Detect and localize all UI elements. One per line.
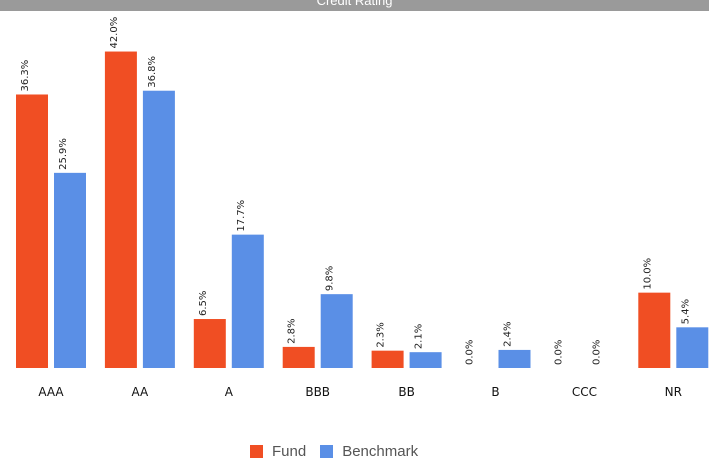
category-label-ccc: CCC (572, 385, 597, 399)
bar-benchmark-bb[interactable] (409, 352, 442, 368)
category-label-a: A (225, 385, 234, 399)
data-label-fund-a: 6.5% (198, 291, 209, 316)
legend-item-fund[interactable]: Fund (250, 443, 306, 460)
bar-benchmark-bbb[interactable] (320, 294, 353, 368)
legend-item-benchmark[interactable]: Benchmark (320, 443, 418, 460)
data-label-fund-b: 0.0% (465, 340, 476, 365)
data-label-fund-ccc: 0.0% (553, 340, 564, 365)
category-label-aa: AA (132, 385, 150, 399)
data-label-benchmark-b: 2.4% (503, 322, 514, 347)
data-label-benchmark-a: 17.7% (236, 200, 247, 232)
data-label-benchmark-bb: 2.1% (414, 324, 425, 349)
legend-label-benchmark: Benchmark (342, 442, 419, 460)
bar-benchmark-aaa[interactable] (54, 172, 86, 368)
bar-fund-a[interactable] (193, 319, 226, 368)
bar-fund-nr[interactable] (638, 292, 671, 368)
data-label-benchmark-aaa: 25.9% (58, 138, 69, 170)
legend-swatch-fund (250, 444, 263, 458)
chart-legend: Fund Benchmark (250, 440, 432, 462)
category-label-b: B (491, 385, 499, 399)
bar-benchmark-b[interactable] (498, 349, 531, 368)
bar-fund-aa[interactable] (104, 51, 137, 369)
data-label-fund-nr: 10.0% (642, 258, 653, 290)
category-label-bbb: BBB (305, 385, 330, 399)
data-label-fund-aaa: 36.3% (20, 60, 31, 92)
category-label-aaa: AAA (38, 385, 64, 399)
data-label-fund-bbb: 2.8% (287, 318, 298, 343)
bar-benchmark-a[interactable] (231, 234, 264, 368)
data-label-benchmark-aa: 36.8% (147, 56, 158, 88)
data-label-fund-bb: 2.3% (376, 322, 387, 347)
bar-benchmark-aa[interactable] (142, 90, 175, 368)
category-label-nr: NR (665, 385, 682, 399)
bar-fund-bbb[interactable] (282, 346, 315, 368)
legend-label-fund: Fund (272, 442, 307, 460)
bar-benchmark-nr[interactable] (676, 327, 709, 368)
chart-title: Credit Rating (316, 0, 393, 8)
bar-fund-aaa[interactable] (16, 94, 48, 369)
bar-chart: 36.3% 25.9% AAA 42.0% 36.8% AA 6.5% 17.7% A 2.8% 9… (16, 17, 709, 399)
chart-header-bar: Credit Rating (0, 0, 709, 11)
category-label-bb: BB (398, 385, 414, 399)
data-label-benchmark-bbb: 9.8% (325, 266, 336, 291)
data-label-benchmark-nr: 5.4% (680, 299, 691, 324)
data-label-fund-aa: 42.0% (109, 17, 120, 49)
data-label-benchmark-ccc: 0.0% (591, 340, 602, 365)
bar-fund-bb[interactable] (371, 350, 404, 368)
legend-swatch-benchmark (320, 444, 334, 458)
